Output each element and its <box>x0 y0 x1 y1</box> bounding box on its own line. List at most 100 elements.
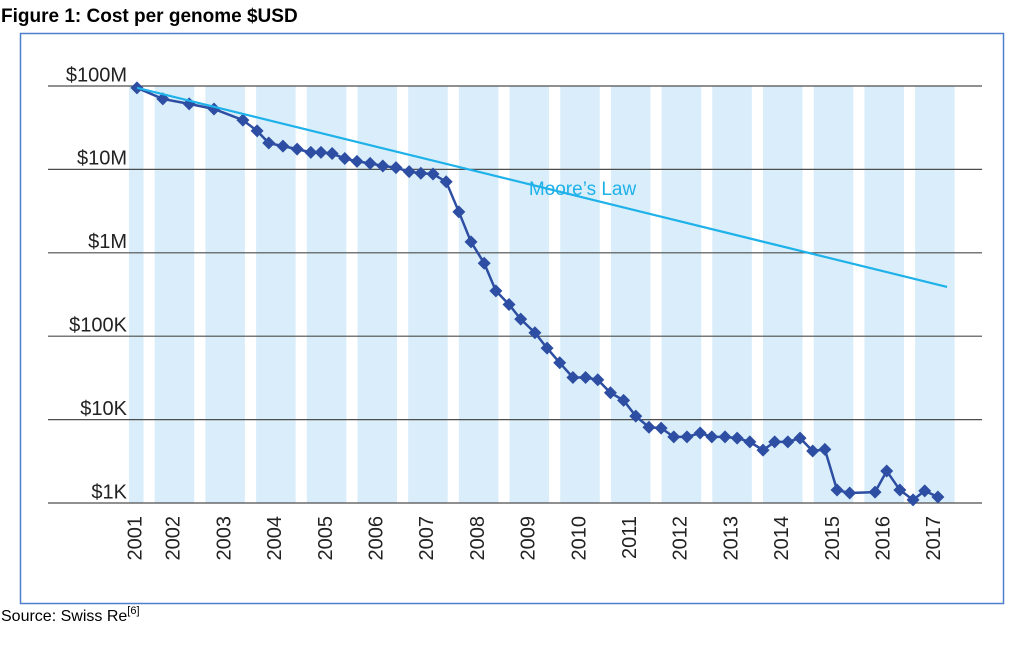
x-tick-label: 2012 <box>670 516 692 561</box>
data-point <box>906 493 920 507</box>
data-point <box>338 152 352 166</box>
year-band <box>813 86 854 503</box>
data-point <box>730 431 744 445</box>
data-point <box>743 435 757 449</box>
year-band <box>205 86 245 503</box>
data-point <box>439 175 453 189</box>
data-point <box>489 284 503 298</box>
year-band <box>915 86 955 503</box>
data-point <box>880 464 894 478</box>
data-point <box>566 370 580 384</box>
data-point <box>477 256 491 270</box>
chart-title: Figure 1: Cost per genome $USD <box>1 6 298 27</box>
data-point <box>781 435 795 449</box>
series-line <box>136 86 948 288</box>
year-band <box>357 86 398 503</box>
data-point <box>528 326 542 340</box>
year-band <box>154 86 195 503</box>
x-tick-label: 2015 <box>822 516 844 561</box>
x-tick-label: 2003 <box>213 516 235 561</box>
data-point <box>756 443 770 457</box>
data-point <box>918 484 932 498</box>
data-point <box>642 420 656 434</box>
year-band <box>458 86 499 503</box>
year-band <box>256 86 296 503</box>
y-tick-label: $1K <box>91 481 127 503</box>
year-band <box>560 86 600 503</box>
year-band <box>610 86 651 503</box>
y-tick-label: $100M <box>66 64 127 86</box>
data-point <box>350 154 364 168</box>
x-tick-label: 2016 <box>872 516 894 561</box>
data-point <box>705 430 719 444</box>
data-point <box>768 435 782 449</box>
data-point <box>236 113 250 127</box>
data-point <box>402 165 416 179</box>
data-point <box>414 166 428 180</box>
x-tick-label: 2014 <box>771 516 793 561</box>
data-point <box>579 370 593 384</box>
data-point <box>363 156 377 170</box>
x-tick-label: 2011 <box>619 516 641 559</box>
source-text: Source: Swiss Re <box>1 608 127 625</box>
x-tick-label: 2010 <box>568 516 590 561</box>
data-point <box>693 426 707 440</box>
data-point <box>276 139 290 153</box>
year-band <box>661 86 702 503</box>
data-point <box>843 486 857 500</box>
y-tick-label: $100K <box>69 314 127 336</box>
data-point <box>514 312 528 326</box>
data-point <box>389 161 403 175</box>
data-point <box>591 373 605 387</box>
source-note: [6] <box>127 605 139 617</box>
data-point <box>893 483 907 497</box>
data-point <box>426 167 440 181</box>
x-tick-label: 2006 <box>366 516 388 561</box>
data-point <box>553 356 567 370</box>
data-point <box>868 485 882 499</box>
x-tick-label: 2008 <box>467 516 489 561</box>
data-point <box>502 297 516 311</box>
y-tick-label: $10K <box>80 398 127 420</box>
data-point <box>617 393 631 407</box>
year-band <box>864 86 904 503</box>
data-point <box>680 430 694 444</box>
data-point <box>830 483 844 497</box>
year-band <box>763 86 803 503</box>
chart-frame <box>19 32 1005 605</box>
source: Source: Swiss Re[6] <box>1 605 140 625</box>
x-tick-label: 2013 <box>720 516 742 561</box>
data-point <box>250 124 264 138</box>
x-tick-label: 2007 <box>416 516 438 561</box>
data-point <box>793 431 807 445</box>
year-band <box>712 86 752 503</box>
y-tick-label: $10M <box>77 148 127 170</box>
x-tick-label: 2004 <box>264 516 286 561</box>
year-band <box>408 86 448 503</box>
data-point <box>540 341 554 355</box>
x-tick-label: 2005 <box>315 516 337 561</box>
x-tick-label: 2002 <box>163 516 185 561</box>
data-point <box>452 205 466 219</box>
data-point <box>654 421 668 435</box>
data-point <box>376 159 390 173</box>
data-point <box>325 147 339 161</box>
data-point <box>314 145 328 159</box>
data-point <box>667 430 681 444</box>
data-point <box>304 145 318 159</box>
x-tick-label: 2017 <box>923 516 945 561</box>
x-tick-label: 2009 <box>518 516 540 561</box>
data-point <box>818 442 832 456</box>
series-annotation: Moore’s Law <box>529 179 637 200</box>
data-point <box>262 136 276 150</box>
year-band <box>128 86 144 503</box>
data-point <box>629 409 643 423</box>
data-point <box>806 444 820 458</box>
y-tick-label: $1M <box>88 231 127 253</box>
data-point <box>603 386 617 400</box>
x-tick-label: 2001 <box>125 516 147 561</box>
data-point <box>464 235 478 249</box>
data-point <box>718 430 732 444</box>
